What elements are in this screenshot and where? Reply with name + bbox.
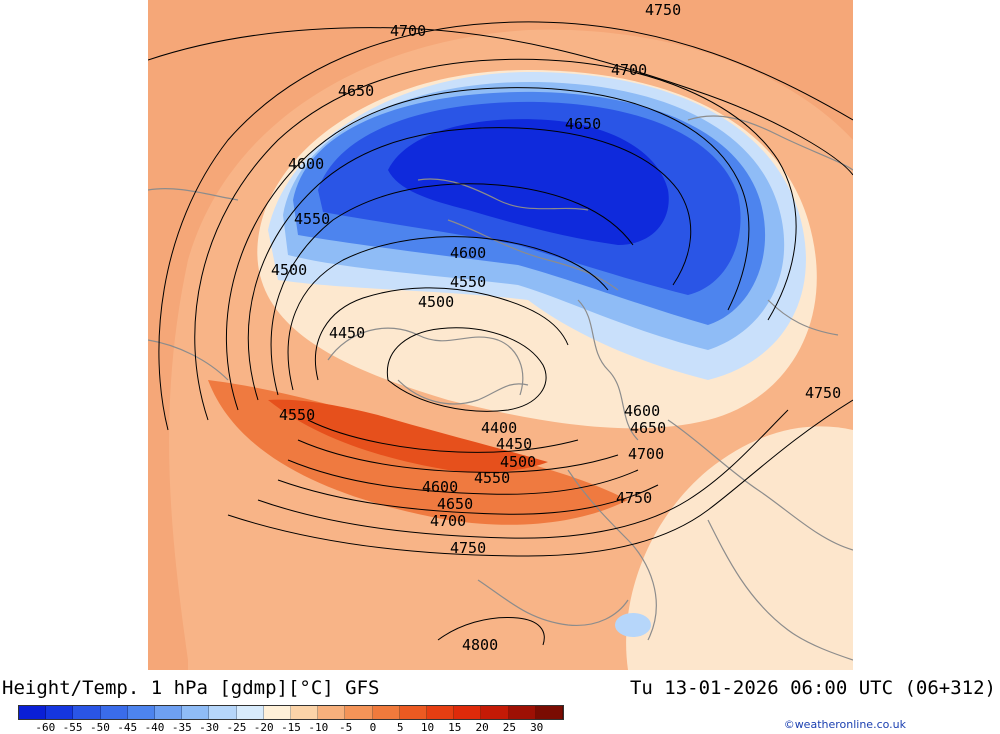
legend-tick-label: 10 <box>420 721 435 734</box>
cold-patch <box>615 613 651 637</box>
legend-tick-label: 25 <box>502 721 517 734</box>
legend-tick-label: -60 <box>35 721 56 734</box>
contour-label: 4800 <box>462 636 498 654</box>
color-legend <box>18 705 564 720</box>
legend-tick-label: -30 <box>199 721 220 734</box>
legend-swatch <box>263 706 292 719</box>
legend-tick-label: -55 <box>62 721 83 734</box>
contour-label: 4500 <box>500 453 536 471</box>
contour-label: 4750 <box>450 539 486 557</box>
legend-tick-label: 5 <box>396 721 404 734</box>
legend-swatch <box>399 706 428 719</box>
legend-tick-label: -50 <box>89 721 110 734</box>
contour-label: 4650 <box>437 495 473 513</box>
legend-swatch <box>100 706 128 719</box>
legend-swatch <box>508 706 536 719</box>
contour-label: 4500 <box>271 261 307 279</box>
contour-label: 4600 <box>450 244 486 262</box>
legend-swatch <box>182 706 210 719</box>
legend-swatch <box>535 706 564 719</box>
legend-swatch <box>291 706 319 719</box>
legend-swatch <box>454 706 482 719</box>
legend-swatch <box>481 706 509 719</box>
contour-label: 4750 <box>805 384 841 402</box>
legend-tick-label: -20 <box>253 721 274 734</box>
legend-swatch <box>127 706 156 719</box>
legend-swatch <box>19 706 47 719</box>
legend-swatch <box>345 706 373 719</box>
contour-label: 4600 <box>422 478 458 496</box>
contour-label: 4650 <box>338 82 374 100</box>
contour-label: 4550 <box>450 273 486 291</box>
contour-label: 4700 <box>611 61 647 79</box>
temp-band-pale <box>626 426 853 670</box>
contour-label: 4550 <box>279 406 315 424</box>
contour-label: 4700 <box>390 22 426 40</box>
contour-label: 4750 <box>645 1 681 19</box>
credit-link[interactable]: ©weatheronline.co.uk <box>783 718 906 731</box>
contour-label-group: 4700 4750 4700 4650 4650 4600 4550 4600 … <box>271 1 841 654</box>
legend-swatch <box>427 706 455 719</box>
valid-time: Tu 13-01-2026 06:00 UTC (06+312) <box>629 677 996 699</box>
contour-label: 4450 <box>329 324 365 342</box>
contour-label: 4700 <box>430 512 466 530</box>
contour-label: 4550 <box>294 210 330 228</box>
legend-swatch <box>372 706 400 719</box>
weather-map: 4700 4750 4700 4650 4650 4600 4550 4600 … <box>148 0 853 670</box>
contour-label: 4450 <box>496 435 532 453</box>
legend-tick-label: 0 <box>369 721 377 734</box>
legend-tick-label: -25 <box>226 721 247 734</box>
legend-tick-label: -10 <box>308 721 329 734</box>
contour-label: 4550 <box>474 469 510 487</box>
contour-label: 4600 <box>624 402 660 420</box>
legend-swatch <box>209 706 237 719</box>
map-title: Height/Temp. 1 hPa [gdmp][°C] GFS <box>2 677 380 699</box>
contour-label: 4750 <box>616 489 652 507</box>
contour-label: 4700 <box>628 445 664 463</box>
legend-tick-label: 30 <box>530 721 544 734</box>
legend-tick-label: -5 <box>338 721 353 734</box>
contour-label: 4650 <box>565 115 601 133</box>
contour-label: 4600 <box>288 155 324 173</box>
coastlines <box>148 115 853 661</box>
legend-tick-label: -35 <box>171 721 192 734</box>
legend-tick-label: -45 <box>117 721 138 734</box>
legend-tick-labels: -60 -55 -50 -45 -40 -35 -30 -25 -20 -15 -10 -5 0 5 10 1… <box>18 721 564 734</box>
contour-label: 4650 <box>630 419 666 437</box>
legend-swatch <box>236 706 264 719</box>
legend-swatch <box>73 706 101 719</box>
legend-swatch <box>318 706 346 719</box>
legend-tick-label: -40 <box>144 721 165 734</box>
legend-swatch <box>46 706 74 719</box>
warm-ring-core <box>268 399 548 473</box>
legend-swatch <box>155 706 183 719</box>
legend-tick-label: 20 <box>475 721 489 734</box>
contour-label: 4500 <box>418 293 454 311</box>
contour-label: 4400 <box>481 419 517 437</box>
legend-tick-label: -15 <box>281 721 301 734</box>
height-contours <box>148 21 853 646</box>
legend-tick-label: 15 <box>448 721 462 734</box>
